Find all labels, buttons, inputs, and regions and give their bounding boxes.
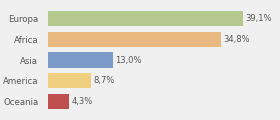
Bar — [48, 32, 221, 47]
Text: 4,3%: 4,3% — [71, 97, 93, 106]
Bar — [48, 73, 91, 88]
Bar — [48, 94, 69, 109]
Bar — [48, 52, 113, 68]
Bar — [48, 11, 243, 26]
Text: 8,7%: 8,7% — [93, 76, 115, 85]
Text: 34,8%: 34,8% — [223, 35, 250, 44]
Text: 13,0%: 13,0% — [115, 55, 141, 65]
Text: 39,1%: 39,1% — [245, 14, 271, 23]
